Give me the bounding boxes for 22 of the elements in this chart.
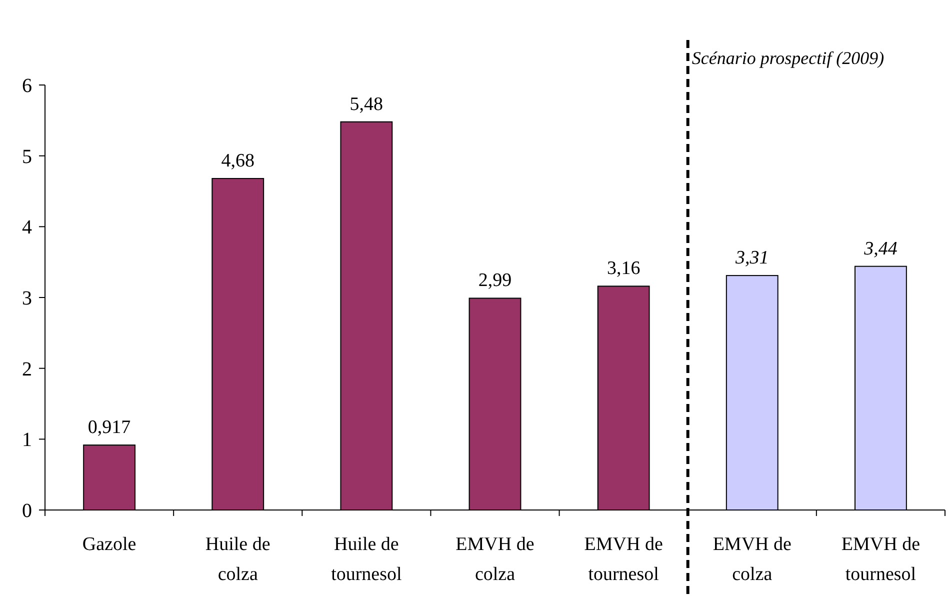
data-label: 3,44 (863, 238, 898, 260)
x-tick-label: EMVH de tournesol (841, 534, 920, 585)
data-label: 3,16 (606, 258, 640, 280)
y-tick-label: 4 (22, 216, 32, 239)
x-tick-label: Gazole (82, 534, 136, 555)
y-tick-label: 2 (22, 358, 32, 380)
y-tick-label: 3 (22, 288, 32, 310)
y-tick-label: 5 (22, 146, 32, 168)
data-label: 5,48 (350, 94, 384, 115)
data-label: 3,31 (734, 248, 769, 269)
data-label: 2,99 (478, 270, 512, 292)
x-tick-label: EMVH de tournesol (584, 534, 663, 585)
data-label: 4,68 (221, 150, 254, 172)
y-tick-label: 1 (22, 429, 32, 452)
text: Scénario prospectif (2009) (692, 48, 884, 68)
data-label: 0,917 (88, 417, 131, 438)
x-tick-label: Huile de tournesol (331, 534, 402, 585)
x-tick-label: EMVH de colza (456, 534, 534, 585)
x-tick-label: EMVH de colza (712, 534, 792, 585)
y-tick-label: 0 (22, 500, 32, 522)
y-tick-label: 6 (22, 75, 32, 97)
x-tick-label: Huile de colza (205, 534, 270, 585)
